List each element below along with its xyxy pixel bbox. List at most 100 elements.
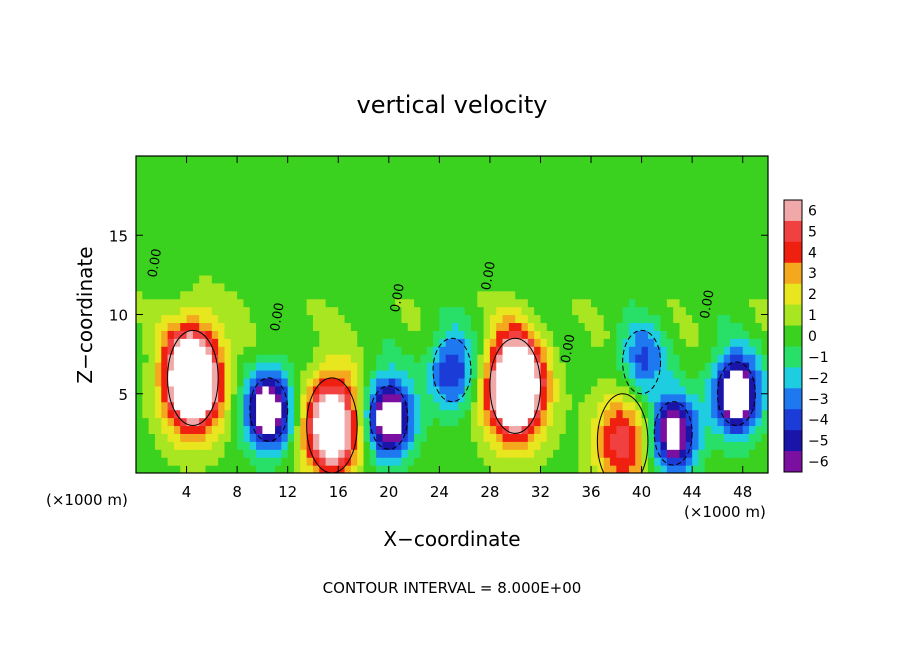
field-cell <box>477 377 485 387</box>
field-cell <box>268 227 276 236</box>
colorbar-swatch <box>784 388 802 410</box>
field-cell <box>546 322 554 331</box>
field-cell <box>173 171 181 181</box>
field-cell <box>673 385 681 395</box>
field-cell <box>496 195 504 205</box>
field-cell <box>660 235 668 244</box>
field-cell <box>603 409 611 419</box>
field-cell <box>344 235 352 244</box>
field-cell <box>395 362 403 371</box>
field-cell <box>508 393 516 403</box>
field-cell <box>331 219 339 228</box>
field-cell <box>173 330 181 339</box>
field-cell <box>268 171 276 181</box>
field-cell <box>395 377 403 387</box>
field-cell <box>414 433 421 442</box>
field-cell <box>553 425 561 434</box>
field-cell <box>755 449 763 458</box>
field-cell <box>426 156 434 165</box>
field-cell <box>180 393 188 403</box>
field-cell <box>610 457 617 466</box>
field-cell <box>736 195 744 205</box>
field-cell <box>401 266 409 276</box>
field-cell <box>742 203 750 213</box>
field-cell <box>281 338 289 347</box>
field-cell <box>224 338 232 347</box>
field-cell <box>325 346 333 355</box>
field-cell <box>717 259 725 268</box>
field-cell <box>161 417 169 427</box>
field-cell <box>180 346 188 355</box>
field-cell <box>439 441 447 450</box>
field-cell <box>489 259 497 268</box>
field-cell <box>489 377 497 387</box>
field-cell <box>452 156 459 165</box>
field-cell <box>515 227 523 236</box>
field-cell <box>647 290 655 300</box>
field-cell <box>287 282 295 292</box>
field-cell <box>559 354 567 363</box>
field-cell <box>338 417 346 427</box>
field-cell <box>426 354 434 363</box>
field-cell <box>306 203 314 213</box>
field-cell <box>325 171 333 181</box>
field-cell <box>730 409 737 419</box>
field-cell <box>224 259 232 268</box>
field-cell <box>578 171 586 181</box>
field-cell <box>723 259 731 268</box>
field-cell <box>502 338 510 347</box>
field-cell <box>243 203 251 213</box>
field-cell <box>218 235 226 244</box>
field-cell <box>350 274 358 284</box>
field-cell <box>527 449 535 458</box>
field-cell <box>167 243 175 252</box>
field-cell <box>578 433 586 442</box>
field-cell <box>641 465 649 473</box>
field-cell <box>268 362 276 371</box>
field-cell <box>641 338 649 347</box>
field-cell <box>192 203 200 213</box>
field-cell <box>300 314 308 324</box>
field-cell <box>572 354 579 363</box>
field-cell <box>325 322 333 331</box>
field-cell <box>388 306 396 316</box>
field-cell <box>161 322 169 331</box>
field-cell <box>452 449 459 458</box>
field-cell <box>610 330 617 339</box>
field-cell <box>433 203 440 213</box>
x-tick-label: 48 <box>733 483 752 501</box>
field-cell <box>635 282 643 292</box>
field-cell <box>382 211 390 221</box>
field-cell <box>312 211 320 221</box>
field-cell <box>628 211 636 221</box>
field-cell <box>673 163 681 173</box>
field-cell <box>628 203 636 213</box>
field-cell <box>218 449 226 458</box>
field-cell <box>578 290 586 300</box>
field-cell <box>723 393 731 403</box>
field-cell <box>407 211 415 221</box>
field-cell <box>603 274 611 284</box>
field-cell <box>180 457 188 466</box>
field-cell <box>433 187 440 197</box>
field-cell <box>249 156 257 165</box>
field-cell <box>319 282 327 292</box>
field-cell <box>704 259 712 268</box>
field-cell <box>458 362 466 371</box>
field-cell <box>230 203 238 213</box>
colorbar-swatch <box>784 409 802 431</box>
field-cell <box>553 203 561 213</box>
field-cell <box>249 266 257 276</box>
field-cell <box>603 171 611 181</box>
field-cell <box>508 163 516 173</box>
field-cell <box>407 409 415 419</box>
field-cell <box>395 211 403 221</box>
field-cell <box>628 354 636 363</box>
field-cell <box>704 393 712 403</box>
colorbar-swatch <box>784 241 802 264</box>
field-cell <box>401 203 409 213</box>
field-cell <box>192 362 200 371</box>
field-cell <box>243 251 251 260</box>
field-cell <box>173 465 181 473</box>
field-cell <box>224 346 232 355</box>
